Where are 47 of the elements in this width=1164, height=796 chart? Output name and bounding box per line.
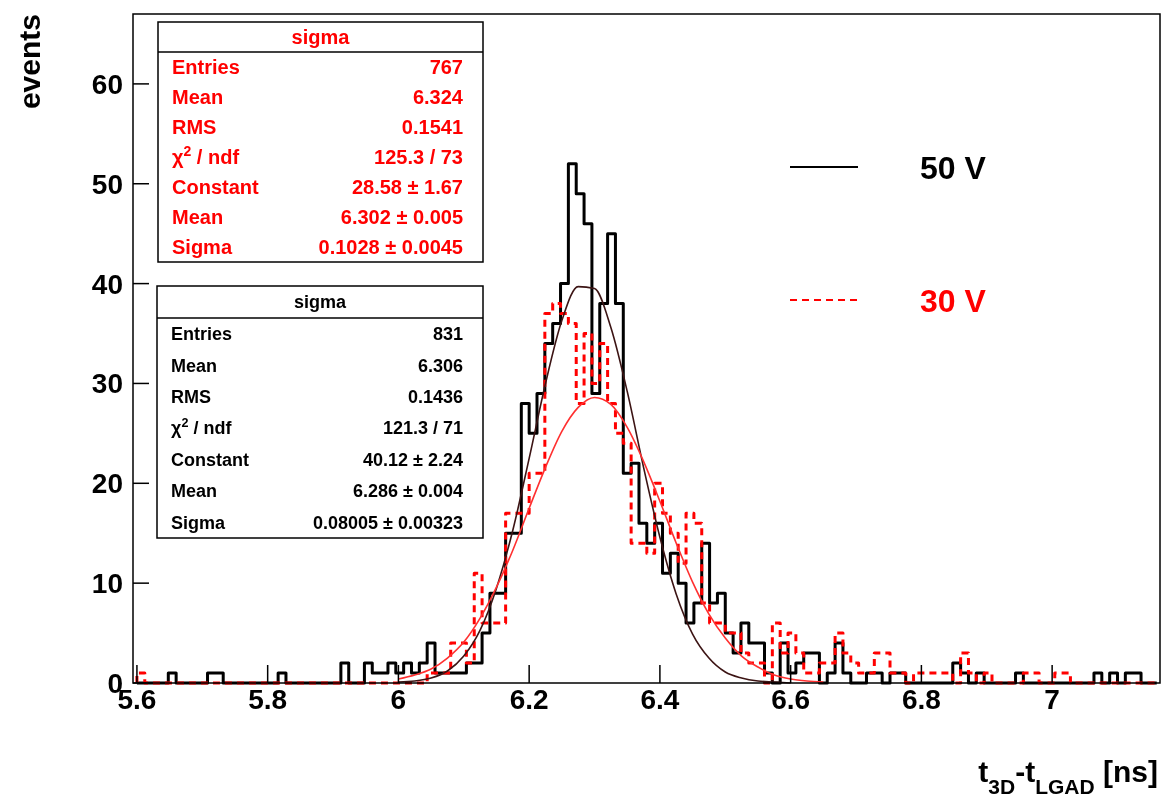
annotation: 831: [432, 324, 463, 345]
annotation: 0.08005 ± 0.00323: [312, 512, 463, 533]
annotation: Constant: [172, 176, 259, 199]
annotation: Mean: [172, 86, 224, 109]
x-tick-label: 6.6: [771, 684, 811, 715]
annotation: Sigma: [172, 236, 233, 259]
annotation: 121.3 / 71: [382, 418, 463, 439]
annotation: χ$^{2}$ / ndf: [172, 143, 240, 169]
y-tick-label: 60: [91, 68, 123, 100]
y-axis-title: events: [13, 14, 46, 110]
annotation: 6.286 ± 0.004: [353, 481, 463, 502]
annotation: Sigma: [171, 512, 227, 533]
annotation: 0.1541: [401, 116, 463, 139]
x-tick-label: 5.8: [248, 684, 288, 715]
annotation: 0.1028 ± 0.0045: [318, 236, 463, 259]
x-tick-label: 6.8: [901, 684, 941, 715]
annotation: 6.302 ± 0.005: [340, 206, 463, 229]
legend-label: 50 V: [920, 150, 987, 186]
x-tick-label: 7: [1044, 684, 1060, 715]
y-tick-label: 40: [91, 268, 123, 300]
annotation: RMS: [171, 387, 211, 408]
annotation: 6.306: [417, 355, 463, 376]
annotation: 0.1436: [407, 387, 463, 408]
annotation: Entries: [172, 56, 240, 79]
annotation: 28.58 ± 1.67: [351, 176, 463, 199]
annotation: 767: [429, 56, 463, 79]
annotation: sigma: [291, 26, 351, 49]
annotation: Entries: [171, 324, 233, 345]
y-tick-label: 50: [91, 168, 123, 200]
y-tick-label: 10: [91, 568, 123, 600]
x-axis-title: t$_{3D}$-t$_{LGAD}$ [ns]: [978, 755, 1158, 796]
x-tick-label: 6.4: [640, 684, 680, 715]
annotation: RMS: [172, 116, 217, 139]
annotation: sigma: [293, 292, 347, 313]
legend-label: 30 V: [920, 283, 987, 319]
annotation: Constant: [171, 449, 249, 470]
y-tick-label: 30: [91, 368, 123, 400]
x-tick-label: 6: [390, 684, 407, 715]
annotation: 125.3 / 73: [374, 146, 463, 169]
annotation: Mean: [171, 355, 218, 376]
annotation: Mean: [171, 481, 218, 502]
annotation: Mean: [172, 206, 224, 229]
annotation: 6.324: [412, 86, 464, 109]
y-tick-label: 20: [91, 468, 123, 500]
annotation: χ$^{2}$ / ndf: [171, 416, 233, 439]
x-tick-label: 6.2: [509, 684, 549, 715]
annotation: 40.12 ± 2.24: [363, 449, 463, 470]
